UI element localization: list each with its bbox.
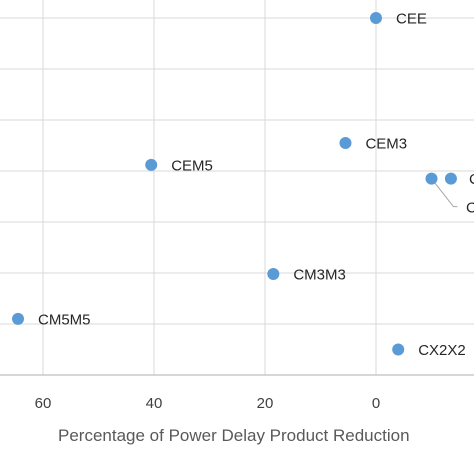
- data-label-cee: CEE: [396, 11, 427, 28]
- x-tick-label-40: 40: [146, 395, 163, 412]
- data-point-7: [444, 172, 457, 185]
- data-label-cem5: CEM5: [171, 157, 213, 174]
- data-point-cem5: [145, 158, 158, 171]
- data-point-cee: [370, 12, 382, 24]
- callout-lines: [431, 178, 458, 208]
- grid: [0, 0, 474, 375]
- data-label-cm3m3: CM3M3: [293, 267, 346, 284]
- data-label-cx2x2: CX2X2: [418, 342, 466, 359]
- data-point-cm5m5: [12, 312, 25, 325]
- data-label-truncated: C: [469, 171, 474, 188]
- data-label-truncated: C: [466, 200, 474, 217]
- data-point-cm3m3: [267, 268, 280, 281]
- data-point-6: [425, 172, 438, 185]
- data-label-cm5m5: CM5M5: [38, 311, 91, 328]
- x-tick-label-0: 0: [372, 395, 380, 412]
- data-label-cem3: CEM3: [365, 135, 407, 152]
- x-axis-title: Percentage of Power Delay Product Reduct…: [58, 426, 410, 445]
- x-tick-labels: 60 40 20 0: [35, 395, 381, 412]
- data-points: [12, 12, 457, 356]
- callout-line: [431, 178, 458, 208]
- data-point-cx2x2: [392, 343, 405, 356]
- data-labels: CEE CEM3 CEM5 CM3M3 CM5M5 CX2X2: [38, 11, 466, 360]
- data-point-cem3: [339, 136, 352, 149]
- x-tick-label-60: 60: [35, 395, 52, 412]
- x-tick-label-20: 20: [257, 395, 274, 412]
